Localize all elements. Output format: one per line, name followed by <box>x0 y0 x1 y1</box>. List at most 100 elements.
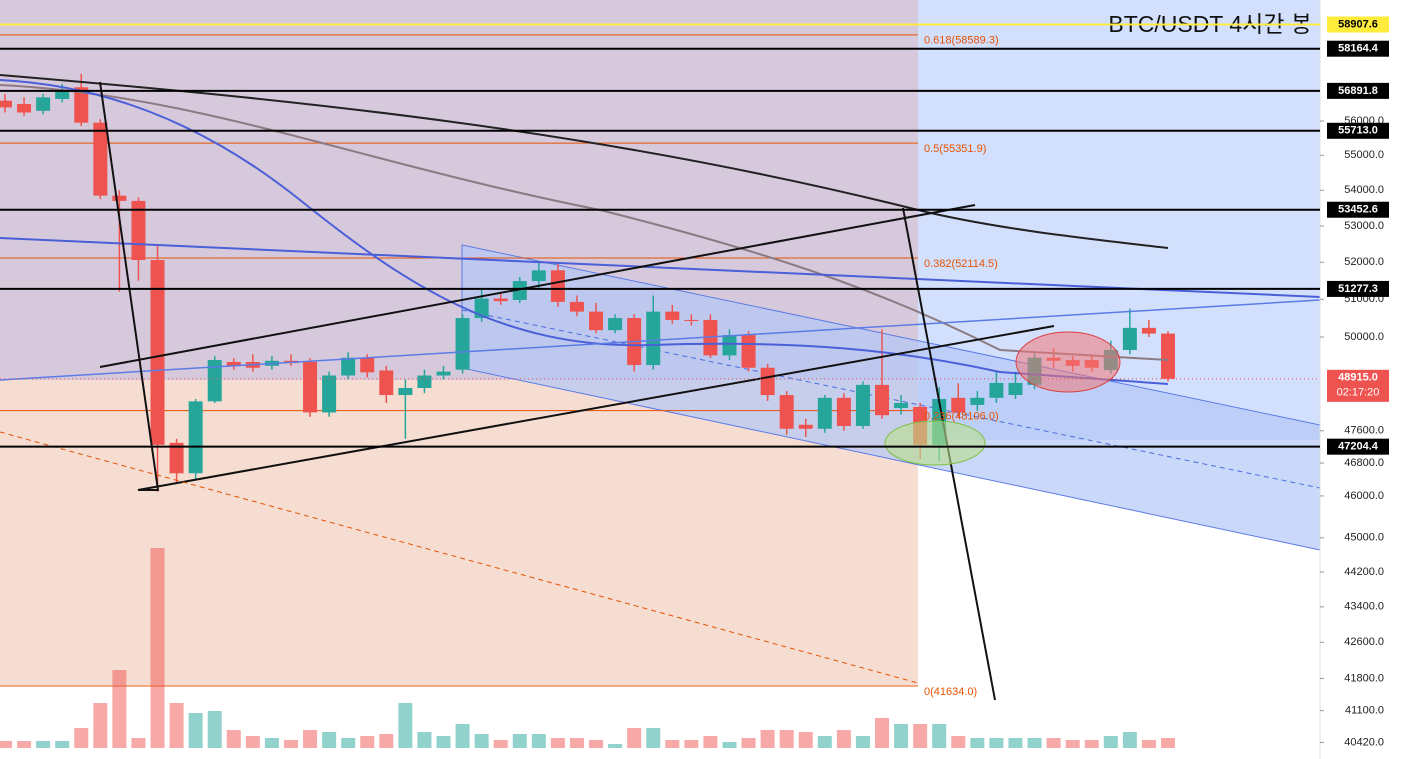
volume-bar <box>646 728 661 748</box>
volume-bar <box>1122 732 1137 748</box>
price-tag <box>1327 280 1389 297</box>
volume-bar <box>512 734 527 748</box>
volume-bar <box>913 724 928 748</box>
volume-bar <box>474 734 489 748</box>
volume-bar <box>417 732 432 748</box>
fib-label: 0.382(52114.5) <box>924 258 998 270</box>
volume-bar <box>169 703 184 748</box>
volume-bar <box>1161 738 1175 748</box>
volume-bar <box>188 713 203 748</box>
projection-line <box>0 431 919 684</box>
ma-mid <box>0 84 1169 361</box>
volume-bar <box>36 741 51 748</box>
volume-bar <box>303 730 318 748</box>
candle-body <box>951 397 966 413</box>
candle-body <box>493 298 508 302</box>
volume-bar <box>55 741 70 748</box>
fib-label: 0.5(55351.9) <box>924 143 986 155</box>
price-tag-label: 58164.4 <box>1338 43 1379 55</box>
volume-bar <box>436 736 451 748</box>
volume-bar <box>798 732 813 748</box>
volume-bar <box>569 738 584 748</box>
y-tick-label: 42600.0 <box>1344 636 1384 648</box>
candle-body <box>17 104 32 113</box>
volume-bar <box>550 738 565 748</box>
price-tag <box>1327 122 1389 139</box>
y-tick-label: 41100.0 <box>1345 705 1384 717</box>
volume-bar <box>932 724 947 748</box>
volume-bar <box>855 736 870 748</box>
candle-body <box>455 318 470 370</box>
y-tick-label: 54000.0 <box>1344 184 1384 196</box>
volume-bar <box>836 730 851 748</box>
volume-bar <box>684 740 699 748</box>
last-price-label: 48915.0 <box>1338 372 1378 384</box>
candle-body <box>360 357 375 373</box>
trend-line <box>0 299 1321 381</box>
volume-bar <box>741 738 756 748</box>
volume-bar <box>283 740 298 748</box>
y-tick-label: 52000.0 <box>1344 256 1384 268</box>
candle-body <box>417 375 432 389</box>
candle-body <box>1008 382 1023 396</box>
price-tag <box>1327 40 1389 57</box>
volume-bar <box>1141 740 1156 748</box>
candle-body <box>322 375 337 413</box>
volume-bar <box>398 703 413 748</box>
candle-body <box>894 402 909 409</box>
price-tag <box>1327 16 1389 33</box>
y-tick-label: 55000.0 <box>1344 149 1384 161</box>
volume-bar <box>894 724 909 748</box>
price-tag-label: 53452.6 <box>1338 204 1378 216</box>
volume-bar <box>989 738 1004 748</box>
volume-bar <box>1084 740 1099 748</box>
volume-bar <box>875 718 890 748</box>
candle-body <box>188 401 203 474</box>
volume-bar <box>74 728 89 748</box>
highlight <box>884 420 986 466</box>
last-price-tag <box>1327 369 1389 402</box>
volume-bar <box>226 730 241 748</box>
ma-long <box>0 74 1169 249</box>
trend-line <box>99 81 1055 491</box>
candle-body <box>207 360 222 402</box>
volume-bar <box>17 741 32 748</box>
candle-body <box>303 361 318 413</box>
candle-body <box>0 100 12 108</box>
candle-body <box>836 397 851 426</box>
price-tag-label: 58907.6 <box>1338 18 1378 30</box>
y-tick-label: 40420.0 <box>1344 736 1384 748</box>
candle-body <box>169 442 184 474</box>
trend-line <box>0 237 1321 298</box>
candle-body <box>569 301 584 312</box>
volume-bar <box>703 736 718 748</box>
trend-line <box>99 204 976 368</box>
volume-bar <box>245 736 260 748</box>
candle-body <box>398 388 413 396</box>
candle-body <box>646 311 661 366</box>
y-tick-label: 43400.0 <box>1344 601 1384 613</box>
candle-body <box>74 87 89 123</box>
candle-body <box>855 384 870 426</box>
y-tick-label: 45000.0 <box>1344 532 1384 544</box>
volume-bar <box>93 703 108 748</box>
volume-bar <box>665 740 680 748</box>
ma-short <box>0 79 1169 385</box>
candle-body <box>589 311 604 331</box>
candle-body <box>531 270 546 282</box>
candle-body <box>798 424 813 429</box>
candle-body <box>875 384 890 416</box>
y-tick-label: 46000.0 <box>1344 490 1384 502</box>
candle-body <box>817 397 832 429</box>
volume-bar <box>455 724 470 748</box>
volume-bar <box>760 730 775 748</box>
candle-body <box>112 195 127 201</box>
volume-bar <box>207 711 222 748</box>
volume-bar <box>1065 740 1080 748</box>
price-tag <box>1327 201 1389 218</box>
price-tag-label: 55713.0 <box>1338 125 1378 137</box>
price-tag <box>1327 82 1389 99</box>
candle-body <box>55 90 70 99</box>
highlight <box>1015 331 1121 393</box>
